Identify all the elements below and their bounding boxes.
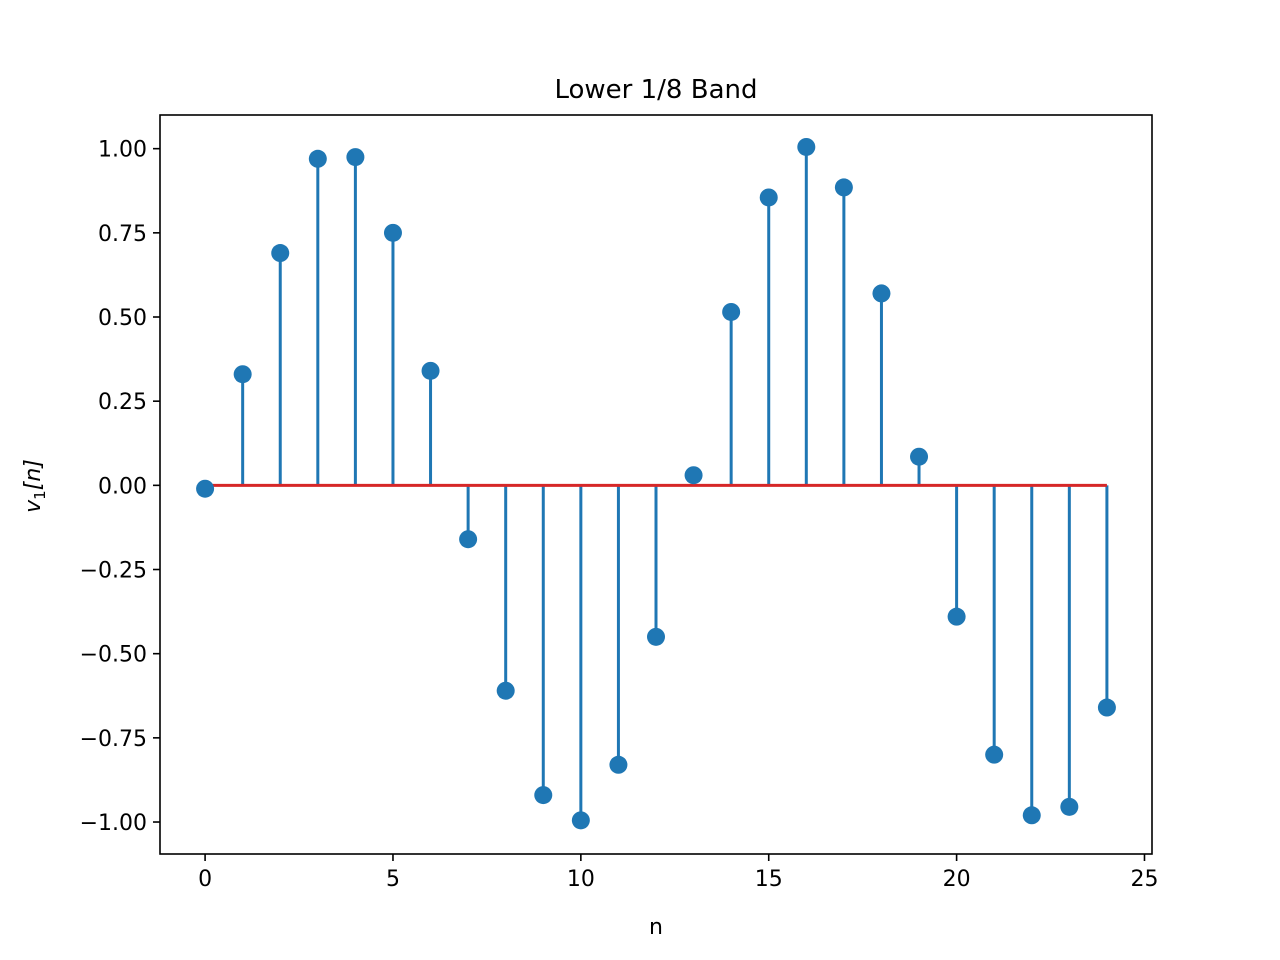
- x-tick-label: 5: [386, 867, 400, 892]
- y-tick-label: 0.25: [98, 390, 147, 415]
- y-axis: 1.00 0.75 0.50 0.25 0.00 −0.25 −0.50 −0.75 −1.00: [80, 138, 160, 836]
- stem-marker: [346, 148, 365, 167]
- stem-marker: [421, 361, 440, 380]
- stem-marker: [684, 466, 703, 485]
- stem-marker: [271, 244, 290, 263]
- y-tick-label: −0.50: [80, 643, 147, 668]
- y-axis-label-subscript: 1: [31, 490, 49, 500]
- y-tick-label: 0.75: [98, 222, 147, 247]
- stem-marker: [872, 284, 891, 303]
- y-tick-label: 0.00: [98, 474, 147, 499]
- stem-marker: [910, 447, 929, 466]
- x-axis: 0 5 10 15 20 25: [198, 854, 1158, 892]
- stem-marker: [647, 627, 665, 646]
- y-axis-label-suffix: [n]: [21, 459, 46, 490]
- stem-marker: [571, 811, 590, 830]
- x-tick-label: 15: [755, 867, 783, 892]
- stem-marker: [1022, 806, 1041, 825]
- data-marks: [196, 137, 1116, 830]
- stem-marker: [759, 188, 778, 207]
- stem-marker: [985, 745, 1004, 764]
- stem-marker: [1097, 698, 1116, 717]
- stem-marker: [534, 786, 553, 805]
- stem-marker: [459, 530, 478, 549]
- stem-marker: [609, 755, 628, 774]
- stem-marker: [722, 302, 741, 321]
- stem-marker: [196, 479, 215, 498]
- x-axis-label: n: [649, 915, 663, 940]
- stem-marker: [308, 149, 327, 168]
- x-tick-label: 20: [943, 867, 971, 892]
- x-tick-label: 10: [567, 867, 595, 892]
- stem-marker: [1060, 797, 1079, 816]
- x-tick-label: 0: [198, 867, 212, 892]
- y-tick-label: 1.00: [98, 138, 147, 163]
- y-axis-label: v1[n]: [21, 459, 49, 513]
- y-tick-label: −0.25: [80, 559, 147, 584]
- plot-frame: [159, 114, 1153, 855]
- stem-marker: [947, 607, 966, 626]
- stem-marker: [233, 365, 252, 384]
- y-tick-label: −0.75: [80, 727, 147, 752]
- y-tick-label: 0.50: [98, 306, 147, 331]
- stem-marker: [797, 137, 816, 156]
- x-tick-label: 25: [1130, 867, 1158, 892]
- y-axis-label-base: v: [21, 499, 46, 513]
- stem-marker: [496, 681, 515, 700]
- stem-marker: [834, 178, 853, 197]
- stem-marker: [383, 223, 402, 242]
- chart-title: Lower 1/8 Band: [554, 75, 757, 105]
- y-tick-label: −1.00: [80, 811, 147, 836]
